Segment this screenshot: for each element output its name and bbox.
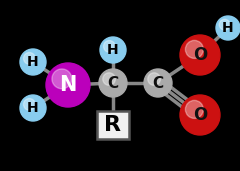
Circle shape [20, 95, 46, 121]
Text: O: O [193, 46, 207, 64]
Circle shape [148, 73, 160, 85]
Circle shape [144, 69, 172, 97]
Text: C: C [108, 76, 119, 90]
Text: N: N [59, 75, 77, 95]
Text: H: H [27, 101, 39, 115]
Circle shape [99, 69, 127, 97]
Text: H: H [222, 21, 234, 35]
Circle shape [103, 41, 115, 52]
Circle shape [185, 100, 204, 118]
Circle shape [219, 19, 230, 30]
Circle shape [180, 35, 220, 75]
Bar [97, 111, 129, 139]
Circle shape [100, 37, 126, 63]
Text: R: R [104, 115, 121, 135]
Circle shape [20, 49, 46, 75]
Circle shape [103, 73, 115, 85]
Circle shape [216, 16, 240, 40]
Text: O: O [193, 106, 207, 124]
Text: C: C [152, 76, 164, 90]
Circle shape [52, 69, 72, 89]
Circle shape [24, 98, 35, 110]
Circle shape [180, 95, 220, 135]
Text: H: H [27, 55, 39, 69]
Text: H: H [107, 43, 119, 57]
Circle shape [24, 52, 35, 64]
Circle shape [46, 63, 90, 107]
Circle shape [185, 40, 204, 58]
